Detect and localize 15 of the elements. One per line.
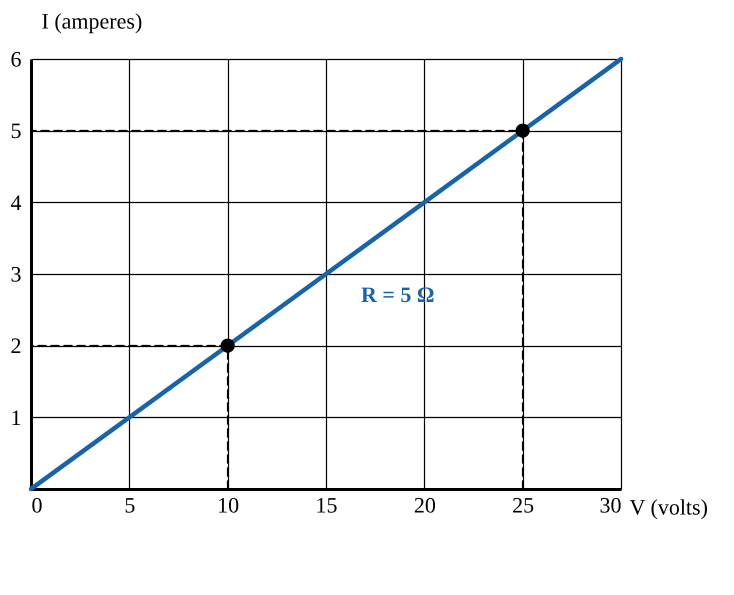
x-tick-label: 0 <box>32 492 42 518</box>
x-axis-title: V (volts) <box>630 494 708 520</box>
y-tick-label: 2 <box>10 333 22 358</box>
x-tick-label: 10 <box>217 492 240 518</box>
x-tick-label: 20 <box>414 492 436 518</box>
y-tick-label: 6 <box>10 46 22 72</box>
y-tick-label: 5 <box>10 118 22 144</box>
y-axis-title: I (amperes) <box>42 8 142 34</box>
y-tick-label: 1 <box>10 404 22 430</box>
x-tick-label: 25 <box>512 492 534 518</box>
y-tick-label: 4 <box>10 190 22 215</box>
y-tick-label: 3 <box>10 262 22 286</box>
x-tick-label: 15 <box>316 492 338 518</box>
x-tick-label: 30 <box>600 492 622 518</box>
x-tick-label: 5 <box>124 492 136 518</box>
